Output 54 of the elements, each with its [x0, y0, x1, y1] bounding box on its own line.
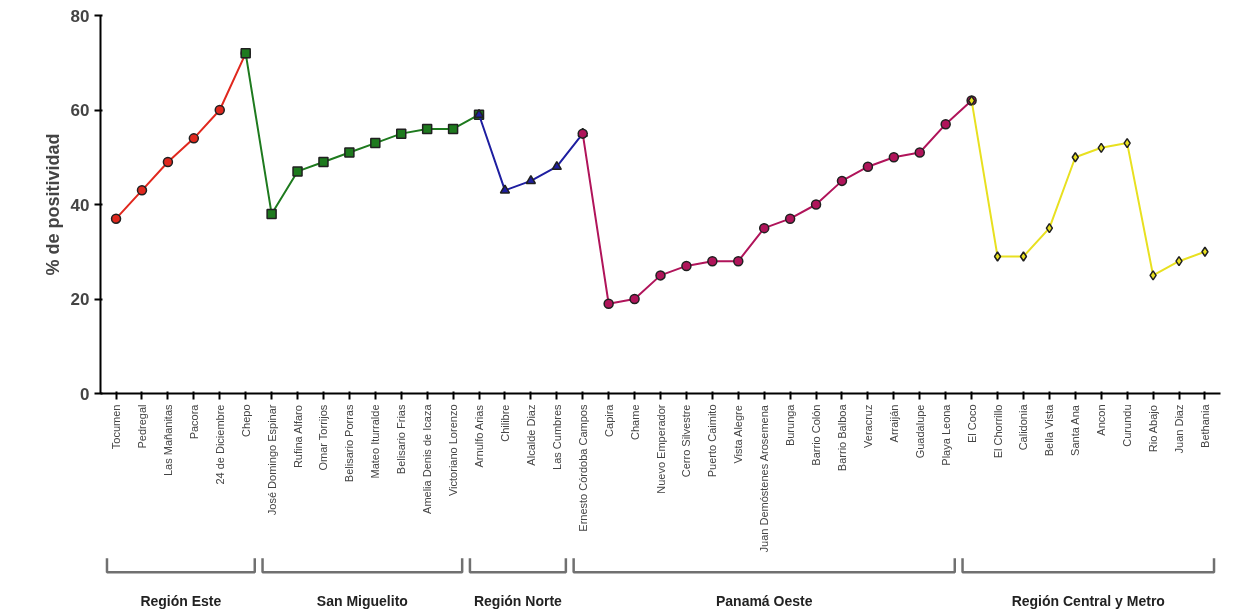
- x-tick-label: Pacora: [187, 403, 200, 440]
- x-tick-label: Victoriano Lorenzo: [447, 404, 460, 497]
- x-tick-label: Rufina Alfaro: [291, 405, 304, 469]
- text: Región Central y Metro: [1011, 592, 1165, 609]
- x-tick-label: Guadalupe: [913, 404, 926, 459]
- x-tick-label: Playa Leona: [939, 403, 952, 466]
- x-tick-label: Chepo: [239, 404, 252, 437]
- text: San Miguelito: [316, 592, 408, 609]
- x-tick-label: Curundu: [1121, 404, 1134, 447]
- text: Panamá Oeste: [715, 592, 813, 609]
- x-tick-label: Calidonia: [1017, 403, 1030, 451]
- x-tick-label: Belisario Frias: [395, 404, 408, 475]
- y-tick-label: 80: [70, 6, 90, 26]
- x-tick-label: Chame: [628, 404, 641, 440]
- y-axis-title: % de positividad: [42, 133, 63, 276]
- x-tick-label: José Domingo Espinar: [265, 404, 278, 516]
- x-tick-label: Puerto Caimito: [706, 404, 719, 478]
- x-tick-label: Las Mañanitas: [161, 404, 174, 477]
- y-tick-label: 60: [70, 101, 90, 120]
- x-tick-label: Ernesto Córdoba Campos: [576, 404, 589, 532]
- x-tick-label: Alcalde Diaz: [524, 404, 537, 466]
- y-tick-label: 20: [70, 290, 90, 309]
- x-tick-label: Belisario Porras: [343, 404, 356, 483]
- x-tick-label: Omar Torrijos: [317, 404, 330, 471]
- x-tick-label: Vista Alegre: [732, 405, 745, 464]
- x-tick-label: Nuevo Emperador: [654, 404, 667, 494]
- x-tick-label: El Coco: [965, 404, 978, 444]
- x-tick-label: Capira: [602, 403, 615, 437]
- x-tick-label: Mateo Iturralde: [369, 404, 382, 479]
- x-tick-label: Amelia Denis de Icaza: [421, 403, 434, 514]
- x-tick-label: Veracruz: [861, 404, 874, 448]
- x-tick-label: Ancon: [1095, 404, 1108, 436]
- x-tick-label: Rio Abajo: [1147, 405, 1160, 453]
- x-tick-label: Pedregal: [135, 404, 148, 449]
- y-tick-label: 40: [70, 195, 90, 215]
- x-tick-label: Arraiján: [887, 404, 900, 443]
- x-tick-label: Las Cumbres: [550, 404, 563, 470]
- x-tick-label: Juan Demóstenes Arosemena: [758, 404, 771, 553]
- x-tick-label: Chilibre: [498, 404, 511, 442]
- y-tick-label: 0: [80, 384, 90, 404]
- text: Región Este: [140, 592, 222, 609]
- x-tick-label: Bethania: [1198, 403, 1211, 448]
- x-tick-label: Santa Ana: [1069, 404, 1082, 456]
- x-tick-label: Tocumen: [110, 404, 123, 450]
- text: Región Norte: [473, 592, 563, 609]
- x-tick-label: Bella Vista: [1043, 403, 1056, 457]
- x-tick-label: Barrio Colón: [810, 404, 823, 466]
- x-tick-label: El Chorrillo: [991, 404, 1004, 459]
- x-tick-label: Cerro Silvestre: [680, 404, 693, 478]
- x-tick-label: Barrio Balboa: [835, 403, 848, 472]
- x-tick-label: Juan Diaz: [1173, 404, 1186, 454]
- x-tick-label: 24 de Diciembre: [213, 404, 226, 485]
- x-tick-label: Burunga: [784, 403, 797, 447]
- x-tick-label: Arnulfo Arias: [473, 404, 486, 468]
